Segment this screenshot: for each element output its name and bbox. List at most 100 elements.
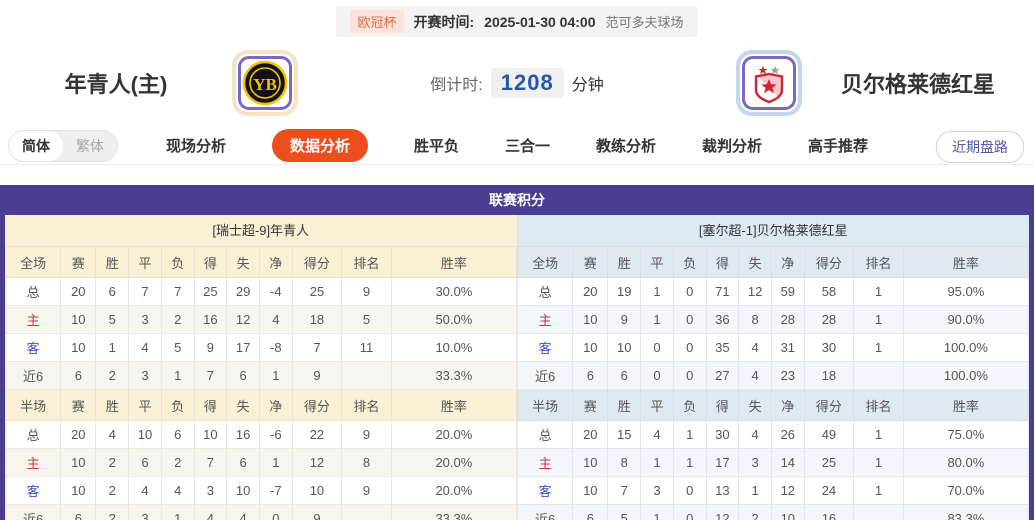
stat-cell: 2 [95, 361, 130, 390]
stat-cell: 1 [853, 448, 904, 477]
stat-cell: 1 [853, 476, 904, 505]
column-header: 排名 [341, 389, 392, 421]
stat-cell: 3 [128, 504, 162, 520]
nav-tab[interactable]: 胜平负 [413, 138, 459, 155]
analysis-navbar: 简体 繁体 现场分析 数据分析 胜平负 三合一 教练分析 裁判分析 高手推荐 近期盘路 [0, 127, 1034, 165]
stat-cell: 3 [193, 476, 228, 505]
section-header-row: 半场赛胜平负得失净得分 排名 胜率 [4, 389, 518, 421]
stat-cell: 33.3% [390, 361, 518, 390]
column-header: 胜 [607, 246, 642, 278]
nav-tab[interactable]: 高手推荐 [808, 138, 869, 155]
stat-cell: 12 [291, 448, 343, 477]
section-header-row: 全场赛胜平负得失净得分 排名 胜率 [516, 246, 1030, 278]
column-header: 胜 [95, 389, 130, 421]
stat-cell: 20 [572, 420, 609, 449]
column-header: 胜 [95, 246, 130, 278]
nav-tab[interactable]: 现场分析 [165, 138, 226, 155]
stat-cell: 0 [640, 333, 674, 362]
stat-cell: 7 [160, 277, 195, 306]
row-label: 近6 [516, 361, 574, 390]
column-header: 得 [193, 246, 228, 278]
stat-cell: 1 [95, 333, 130, 362]
row-label: 主 [4, 448, 62, 477]
recent-trends-button[interactable]: 近期盘路 [936, 131, 1024, 163]
stat-cell: 35 [705, 333, 740, 362]
away-table-header: [塞尔超-1]贝尔格莱德红星 [517, 215, 1029, 246]
nav-tab[interactable]: 数据分析 [271, 129, 368, 162]
column-header: 赛 [572, 246, 609, 278]
column-header: 失 [226, 389, 260, 421]
section-label: 全场 [516, 246, 574, 278]
stat-cell: 23 [770, 361, 805, 390]
stat-cell: 1 [853, 277, 904, 306]
stats-row: 总 20 15 4 1 30 4 26 49 1 75.0% [516, 420, 1030, 449]
countdown-label: 倒计时: [430, 77, 483, 94]
stat-cell: 4 [258, 305, 293, 334]
stat-cell: 2 [95, 504, 130, 520]
stat-cell: 6 [60, 361, 97, 390]
column-header: 胜率 [390, 389, 518, 421]
stat-cell: 9 [341, 476, 392, 505]
column-header: 净 [258, 389, 293, 421]
column-header: 排名 [853, 389, 904, 421]
stats-row: 主 10 9 1 0 36 8 28 28 1 90.0% [516, 305, 1030, 334]
column-header: 平 [128, 246, 162, 278]
stat-cell: 0 [672, 476, 707, 505]
column-header: 失 [738, 246, 772, 278]
stat-cell: 1 [672, 448, 707, 477]
row-label: 主 [516, 305, 574, 334]
column-header: 胜率 [902, 246, 1030, 278]
stat-cell: 6 [572, 504, 609, 520]
section-label: 全场 [4, 246, 62, 278]
column-header: 排名 [853, 246, 904, 278]
lang-simplified-button[interactable]: 简体 [9, 131, 63, 161]
stat-cell: 10 [60, 305, 97, 334]
stat-cell: 5 [607, 504, 642, 520]
stat-cell: 5 [341, 305, 392, 334]
home-team-logo: YB [232, 50, 298, 116]
column-header: 负 [160, 246, 195, 278]
stat-cell: 0 [640, 361, 674, 390]
row-label: 客 [516, 476, 574, 505]
kickoff-time: 2025-01-30 04:00 [484, 13, 596, 30]
stat-cell: 6 [607, 361, 642, 390]
stat-cell: 31 [770, 333, 805, 362]
stat-cell: 4 [640, 420, 674, 449]
stat-cell [341, 361, 392, 390]
stat-cell: 3 [640, 476, 674, 505]
column-header: 得分 [291, 246, 343, 278]
stats-row: 客 10 2 4 4 3 10 -7 10 9 20.0% [4, 476, 518, 505]
stat-cell: 24 [803, 476, 855, 505]
row-label: 总 [4, 420, 62, 449]
section-header-row: 半场赛胜平负得失净得分 排名 胜率 [516, 389, 1030, 421]
stat-cell: 0 [672, 361, 707, 390]
stat-cell: 6 [226, 361, 260, 390]
lang-traditional-button[interactable]: 繁体 [76, 138, 104, 154]
section-label: 半场 [4, 389, 62, 421]
stat-cell: 1 [640, 448, 674, 477]
stat-cell: 0 [672, 277, 707, 306]
column-header: 负 [672, 246, 707, 278]
column-header: 胜 [607, 389, 642, 421]
nav-tab[interactable]: 裁判分析 [702, 138, 763, 155]
stat-cell: 95.0% [902, 277, 1030, 306]
stat-cell: 7 [291, 333, 343, 362]
stat-cell: 8 [607, 448, 642, 477]
stat-cell: 19 [607, 277, 642, 306]
stat-cell: 3 [128, 361, 162, 390]
stat-cell: 8 [738, 305, 772, 334]
stat-cell: 1 [258, 361, 293, 390]
stat-cell: 18 [291, 305, 343, 334]
stat-cell: 20.0% [390, 420, 518, 449]
nav-tab[interactable]: 教练分析 [596, 138, 657, 155]
countdown-unit: 分钟 [571, 77, 604, 94]
stats-row: 近6 6 5 1 0 12 2 10 16 83.3% [516, 504, 1030, 520]
language-toggle: 简体 繁体 [8, 130, 118, 162]
column-header: 得分 [291, 389, 343, 421]
nav-tab[interactable]: 三合一 [504, 138, 550, 155]
stat-cell: 2 [95, 476, 130, 505]
stat-cell: 16 [193, 305, 228, 334]
stat-cell: 59 [770, 277, 805, 306]
column-header: 得分 [803, 246, 855, 278]
stat-cell: 27 [705, 361, 740, 390]
